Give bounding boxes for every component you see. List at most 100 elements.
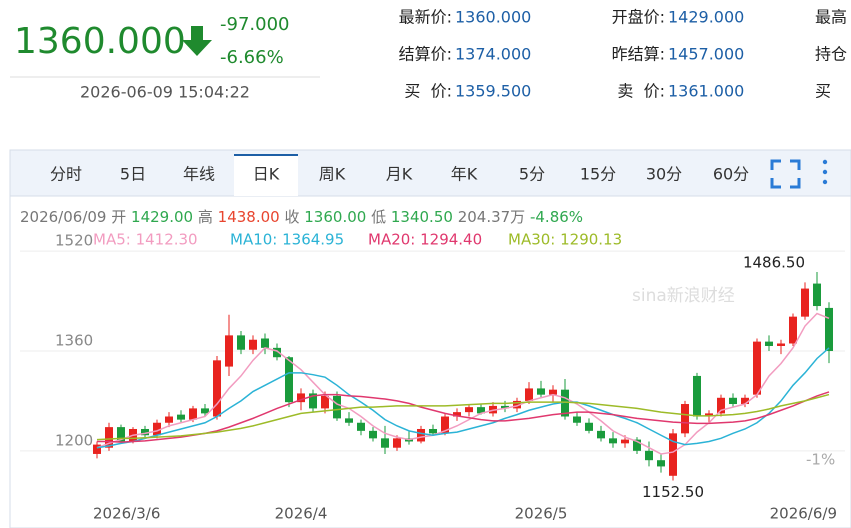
field-label: 持仓	[815, 45, 847, 64]
info-item: -4.86%	[530, 208, 583, 226]
info-item: 204.37万	[458, 208, 526, 226]
candle-body	[273, 347, 281, 358]
candle-body	[117, 427, 125, 442]
tab[interactable]: 5日	[120, 165, 146, 184]
candle-body	[777, 343, 785, 346]
field-value: 1359.500	[455, 82, 531, 101]
tab[interactable]: 分时	[50, 165, 82, 184]
field-label: 最新价:	[399, 8, 452, 27]
info-item: 1340.50	[391, 208, 453, 226]
max-label: 1486.50	[743, 254, 805, 272]
change-pct: -6.66%	[220, 47, 284, 68]
candle-body	[825, 307, 833, 351]
x-tick-label: 2026/6/9	[770, 505, 837, 523]
candle-body	[693, 375, 701, 417]
candle-body	[213, 360, 221, 417]
tab[interactable]: 15分	[580, 165, 616, 184]
y-tick-label: 1520	[55, 232, 93, 250]
candle-body	[369, 430, 377, 439]
candle-body	[573, 416, 581, 423]
candle-body	[585, 422, 593, 431]
candle-body	[741, 397, 749, 405]
candle-body	[453, 412, 461, 417]
candle-body	[105, 427, 113, 448]
field-label: 买	[815, 82, 831, 101]
legend-entry: MA20: 1294.40	[368, 231, 482, 249]
candle-body	[561, 389, 569, 417]
field-label: 结算价:	[399, 45, 452, 64]
more-icon[interactable]	[822, 159, 828, 185]
field-value: 1360.000	[455, 8, 531, 27]
info-item: 2026/06/09	[20, 208, 106, 226]
candle-body	[225, 335, 233, 367]
quote-time: 2026-06-09 15:04:22	[80, 83, 250, 102]
right-axis-label: -1%	[806, 451, 835, 469]
candle-body	[285, 357, 293, 403]
tab[interactable]: 年线	[183, 165, 215, 184]
x-tick-label: 2026/4	[275, 505, 328, 523]
watermark: sina新浪财经	[632, 286, 735, 306]
legend-entry: MA30: 1290.13	[508, 231, 622, 249]
info-item: 1360.00	[304, 208, 366, 226]
candle-body	[537, 388, 545, 395]
candle-body	[141, 428, 149, 436]
tab[interactable]: 月K	[386, 165, 413, 184]
tab[interactable]: 30分	[646, 165, 682, 184]
active-tab-bg	[234, 155, 298, 196]
candle-body	[261, 338, 269, 348]
field-value: 1457.000	[668, 45, 744, 64]
candle-body	[657, 460, 665, 467]
candle-body	[789, 316, 797, 344]
candle-body	[201, 408, 209, 414]
candle-body	[309, 393, 317, 409]
change: -97.000	[220, 14, 289, 35]
candle-body	[417, 428, 425, 442]
x-tick-label: 2026/5	[515, 505, 568, 523]
legend-entry: MA5: 1412.30	[93, 231, 198, 249]
candle-body	[177, 414, 185, 420]
legend-entry: MA10: 1364.95	[230, 231, 344, 249]
ma-line	[96, 393, 830, 441]
candle-body	[321, 395, 329, 409]
candle-body	[237, 335, 245, 350]
tab[interactable]: 5分	[519, 165, 545, 184]
info-item: 开	[111, 208, 126, 226]
candle-body	[549, 389, 557, 395]
min-label: 1152.50	[642, 483, 704, 501]
candle-body	[357, 422, 365, 431]
info-item: 低	[371, 208, 386, 226]
candle-body	[441, 416, 449, 434]
candle-body	[513, 400, 521, 409]
last-price: 1360.000	[14, 21, 186, 62]
candle-body	[333, 395, 341, 419]
fullscreen-icon[interactable]	[770, 159, 801, 189]
candle-body	[801, 288, 809, 317]
candle-body	[813, 283, 821, 307]
candle-body	[669, 433, 677, 476]
candle-body	[381, 438, 389, 448]
candle-body	[477, 407, 485, 414]
field-label: 昨结算:	[612, 45, 665, 64]
info-item: 高	[198, 208, 213, 226]
candle-body	[597, 430, 605, 439]
candle-body	[465, 407, 473, 413]
tab[interactable]: 年K	[451, 165, 478, 184]
candle-body	[717, 397, 725, 414]
tab[interactable]: 60分	[713, 165, 749, 184]
candle-body	[681, 404, 689, 434]
field-label: 买 价:	[404, 82, 452, 101]
candle-body	[621, 439, 629, 444]
candle-body	[297, 393, 305, 403]
tab[interactable]: 日K	[253, 165, 280, 184]
candle-body	[765, 341, 773, 346]
candle-body	[633, 439, 641, 451]
candle-body	[609, 438, 617, 444]
candle-body	[645, 450, 653, 461]
candle-body	[249, 339, 257, 350]
info-item: 1429.00	[131, 208, 193, 226]
candle-body	[153, 422, 161, 436]
candle-body	[189, 408, 197, 420]
candle-body	[345, 418, 353, 423]
tab[interactable]: 周K	[319, 165, 346, 184]
